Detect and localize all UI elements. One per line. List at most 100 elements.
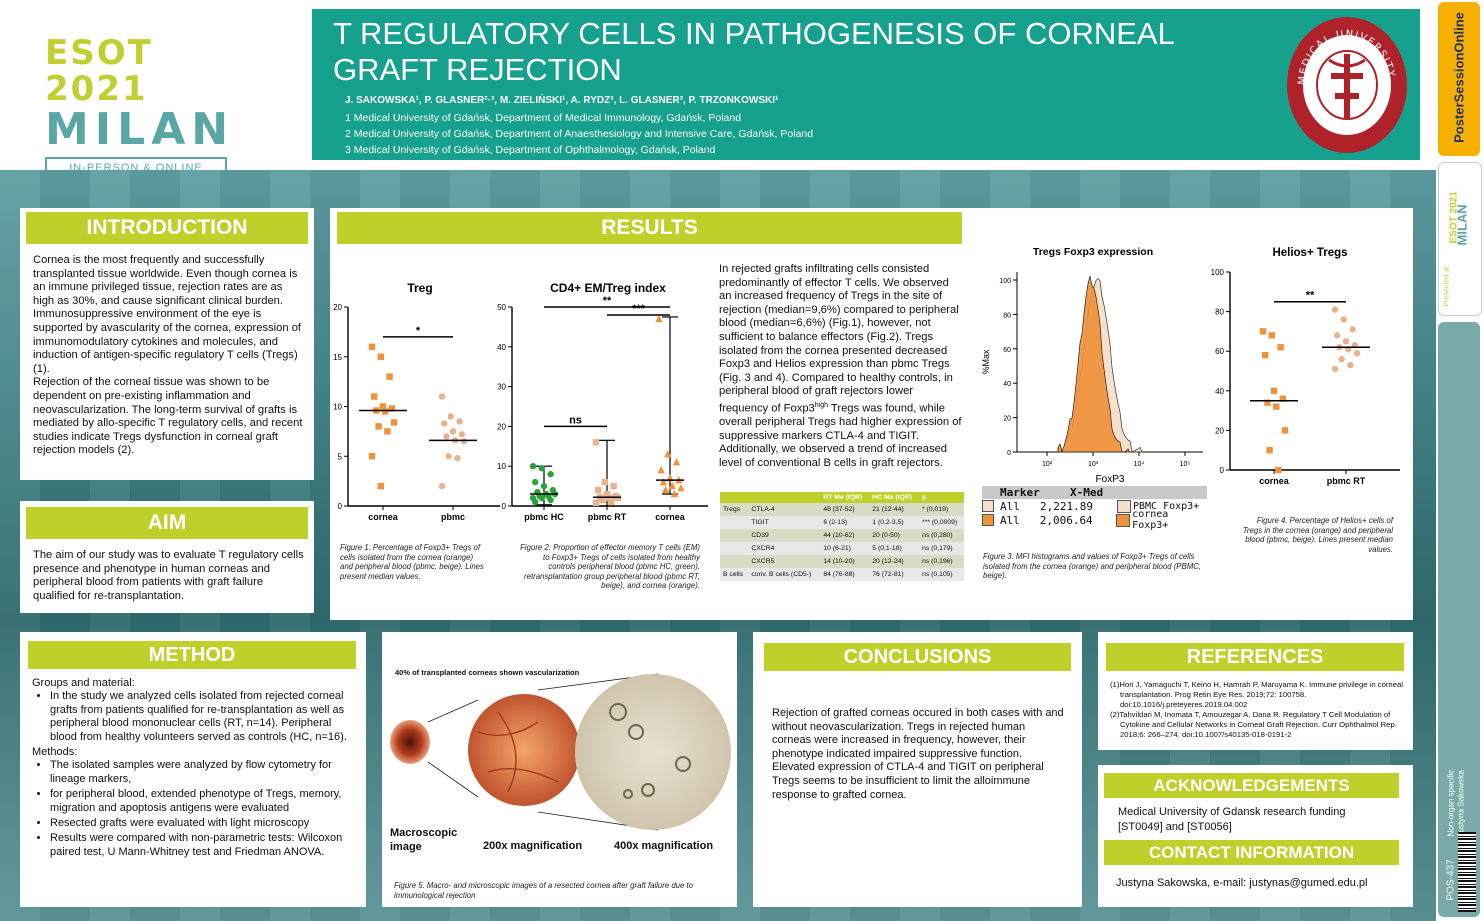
results-text-sup: high — [814, 401, 829, 409]
data-point — [460, 438, 468, 445]
table-cell: 21 (12-44) — [869, 503, 920, 516]
table-cell: ns (0,280) — [919, 529, 964, 542]
y-tick-label: 0 — [338, 502, 343, 511]
aim-heading: AIM — [26, 507, 308, 539]
macro-image — [390, 720, 430, 764]
fig4-caption: Figure 4. Percentage of Helios+ cells of… — [1242, 516, 1393, 554]
table-cell: 48 (37-52) — [820, 503, 870, 516]
data-point — [438, 482, 446, 490]
sidebar-milan: MILAN — [1454, 204, 1470, 246]
table-cell: Tregs — [720, 503, 749, 516]
data-point — [677, 483, 685, 492]
data-point — [1264, 399, 1271, 406]
fig2-caption: Figure 2. Proportion of effector memory … — [520, 543, 700, 591]
conference-logo: ESOT 2021 MILAN IN-PERSON & ONLINE — [45, 33, 230, 179]
data-point — [377, 482, 384, 490]
table-cell: 1 (0,2-3,5) — [869, 516, 920, 529]
data-point — [1338, 355, 1345, 363]
y-tick-label: 20 — [497, 422, 506, 431]
mfi-row-2: All 2,006.64 cornea Foxp3+ — [982, 509, 1210, 531]
table-cell: 76 (72-81) — [869, 568, 920, 581]
intro-panel — [20, 208, 314, 480]
groups-list: In the study we analyzed cells isolated … — [32, 690, 354, 744]
x-tick-label: 10⁵ — [1180, 461, 1191, 468]
x-tick-label: 10⁴ — [1134, 461, 1145, 468]
data-point — [670, 489, 679, 498]
data-point — [1353, 349, 1361, 357]
methods-list: The isolated samples were analyzed by fl… — [32, 759, 354, 859]
results-text: In rejected grafts infiltrating cells co… — [719, 263, 964, 471]
significance-label: ns — [569, 414, 582, 426]
mfi-marker: All — [999, 513, 1020, 527]
intro-heading: INTRODUCTION — [26, 212, 308, 244]
data-point — [592, 439, 600, 446]
x-tick-label: cornea — [1259, 476, 1290, 486]
data-point — [441, 420, 448, 427]
data-point — [529, 463, 537, 470]
fig5-label-200x: 200x magnification — [483, 840, 583, 852]
fig4-title: Helios+ Tregs — [1272, 247, 1347, 259]
right-sidebar: PosterSessionOnline Presented at: ESOT 2… — [1436, 0, 1484, 921]
magnification-400x-image — [575, 674, 731, 830]
y-tick-label: 0 — [502, 502, 507, 511]
table-cell: 20 (0-50) — [869, 529, 920, 542]
mfi-swatch — [982, 500, 994, 512]
aim-body: The aim of our study was to evaluate T r… — [33, 549, 304, 602]
data-point — [603, 490, 611, 498]
data-point — [547, 470, 554, 478]
fig5-images — [390, 673, 731, 831]
data-point — [1275, 466, 1282, 474]
logo-line1: ESOT 2021 — [45, 33, 153, 109]
data-point — [454, 455, 461, 462]
data-point — [388, 405, 395, 412]
stats-header: HC Me (IQR) — [869, 492, 920, 503]
table-cell: * (0,019) — [919, 503, 964, 516]
mfi-legend-swatch — [1116, 513, 1131, 527]
category-card: Non-organ specific Justyna Sakowska POS-… — [1438, 322, 1480, 917]
list-item: for peripheral blood, extended phenotype… — [50, 788, 354, 815]
y-tick-label: 40 — [1003, 381, 1011, 388]
y-tick-label: 10 — [497, 462, 506, 471]
data-point — [668, 481, 676, 490]
data-point — [599, 496, 606, 504]
mfi-swatch — [982, 514, 994, 526]
data-point — [1334, 332, 1341, 339]
y-tick-label: 80 — [1003, 312, 1011, 319]
data-point — [601, 478, 608, 486]
data-point — [532, 498, 539, 506]
sidebar-author: Justyna Sakowska — [1456, 770, 1466, 837]
method-heading: METHOD — [28, 641, 356, 669]
stats-body: Tregs CTLA-4 48 (37-52) 21 (12-44) * (0,019)… — [720, 503, 964, 581]
data-point — [1349, 326, 1356, 333]
table-cell: ns (0,179) — [919, 542, 964, 555]
table-cell — [720, 542, 749, 555]
fig3-plot: 0 20 40 60 80 100 10² 10³ 10⁴ 10⁵ %Max FoxP3 — [981, 272, 1203, 485]
data-point — [1347, 361, 1354, 369]
data-point — [1266, 447, 1273, 454]
mfi-marker: All — [1000, 499, 1020, 513]
cornea-histogram — [1057, 275, 1131, 453]
title-line1: T REGULATORY CELLS IN PATHOGENESIS OF CO… — [333, 16, 1175, 51]
sidebar-category: Non-organ specific — [1446, 769, 1456, 837]
data-point — [538, 464, 545, 472]
fig4-chart: Helios+ Tregs 0 20 40 60 80 100 cornea pbmc RT *… — [1211, 247, 1400, 486]
mfi-h-marker: Marker — [1000, 486, 1040, 499]
contact-body: Justyna Sakowska, e-mail: justynas@gumed… — [1116, 877, 1368, 889]
method-body: Groups and material: In the study we ana… — [32, 677, 354, 861]
table-cell: 84 (76-88) — [820, 568, 870, 581]
data-point — [445, 453, 452, 460]
x-tick-label: 10² — [1042, 461, 1053, 468]
data-point — [1281, 427, 1289, 434]
fig5-label-macro: Macroscopic image — [390, 827, 458, 853]
affiliation-1: 1 Medical University of Gdańsk, Departme… — [345, 112, 742, 124]
fig1-plot: 0 5 10 15 20 cornea pbmc * — [333, 303, 500, 522]
data-point — [661, 485, 670, 494]
groups-label: Groups and material: — [32, 677, 135, 689]
title-line2: GRAFT REJECTION — [333, 52, 622, 87]
table-cell: CD39 — [748, 529, 821, 542]
table-cell: 14 (10-20) — [820, 555, 870, 568]
logo-line2: MILAN — [45, 104, 235, 155]
fig3-caption: Figure 3. MFI histograms and values of F… — [983, 552, 1201, 581]
y-tick-label: 60 — [1215, 347, 1224, 356]
x-tick-label: pbmc — [441, 512, 465, 522]
